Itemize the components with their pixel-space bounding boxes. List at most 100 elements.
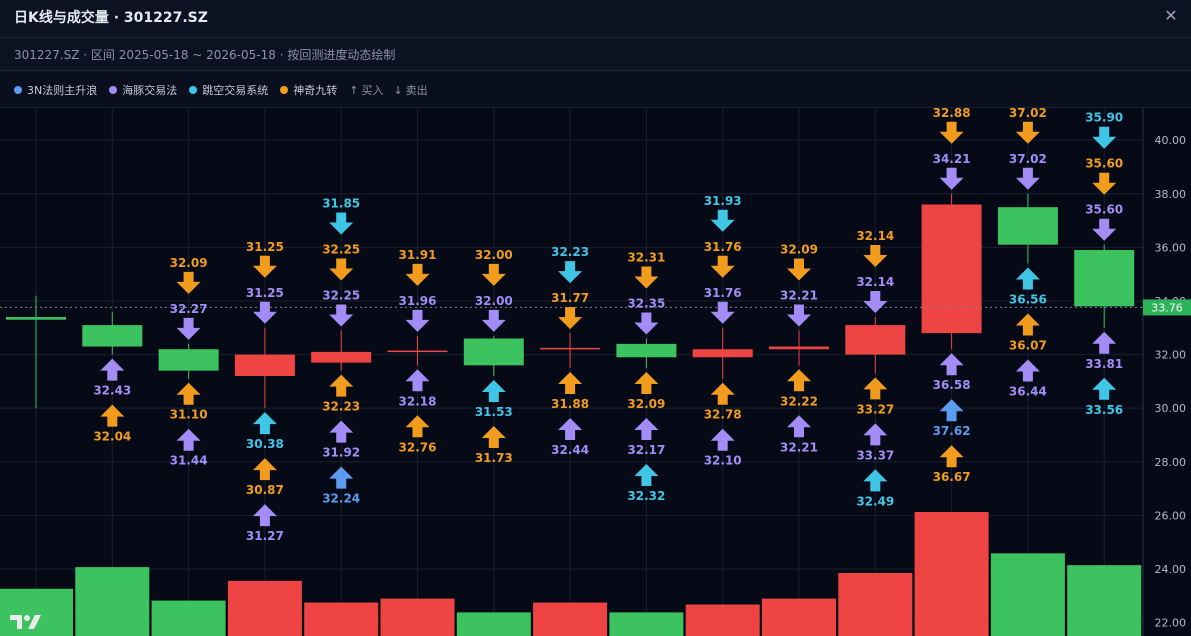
sell-signal-label: 32.14 bbox=[856, 229, 894, 243]
buy-signal-label: 37.62 bbox=[933, 424, 971, 438]
sell-signal-label: 37.02 bbox=[1009, 108, 1047, 120]
buy-signal-label: 31.88 bbox=[551, 397, 589, 411]
sell-arrow-icon bbox=[1092, 126, 1117, 149]
close-icon[interactable]: ✕ bbox=[1164, 6, 1178, 25]
buy-arrow-icon bbox=[405, 369, 430, 392]
sell-signal-label: 32.31 bbox=[627, 250, 665, 264]
candle-body bbox=[845, 325, 906, 355]
sell-signal-label: 32.25 bbox=[322, 288, 360, 302]
buy-signal-label: 32.23 bbox=[322, 400, 360, 414]
sell-signal-label: 31.85 bbox=[322, 196, 360, 210]
current-price-tag bbox=[1143, 299, 1191, 316]
buy-signal-label: 32.04 bbox=[93, 430, 131, 444]
legend-sell: ↓ 卖出 bbox=[393, 82, 427, 98]
buy-signal-label: 32.09 bbox=[627, 397, 665, 411]
buy-arrow-icon bbox=[787, 369, 811, 392]
sell-signal-label: 35.60 bbox=[1085, 157, 1123, 171]
candle-body bbox=[387, 350, 448, 353]
legend-item-gap[interactable]: 跳空交易系统 bbox=[189, 82, 268, 98]
volume-bar bbox=[0, 588, 73, 636]
volume-bar bbox=[75, 567, 150, 636]
volume-bar bbox=[533, 602, 608, 636]
candle-body bbox=[158, 349, 219, 371]
buy-arrow-icon bbox=[1092, 331, 1117, 354]
sell-arrow-icon bbox=[252, 255, 277, 278]
sell-signal-label: 32.00 bbox=[475, 294, 513, 308]
legend-item-3n[interactable]: 3N法则主升浪 bbox=[14, 82, 97, 98]
buy-arrow-icon bbox=[329, 466, 354, 489]
buy-signal-label: 33.37 bbox=[856, 448, 894, 462]
sell-signal-label: 31.76 bbox=[704, 286, 742, 300]
legend-dot-icon bbox=[280, 86, 289, 94]
buy-signal-label: 36.58 bbox=[933, 378, 971, 392]
y-tick-label: 30.00 bbox=[1155, 402, 1187, 415]
buy-arrow-icon bbox=[481, 426, 506, 449]
sell-arrow-icon bbox=[939, 121, 964, 144]
sell-arrow-icon bbox=[481, 263, 506, 286]
sell-signal-label: 32.25 bbox=[322, 242, 360, 256]
legend-item-dolphin[interactable]: 海豚交易法 bbox=[109, 82, 177, 98]
legend-label: 神奇九转 bbox=[293, 84, 338, 97]
buy-arrow-icon bbox=[863, 423, 888, 446]
buy-arrow-icon bbox=[939, 445, 964, 468]
kline-chart[interactable]: 22.0024.0026.0028.0030.0032.0034.0036.00… bbox=[0, 75, 1191, 636]
y-tick-label: 32.00 bbox=[1155, 349, 1187, 362]
sell-arrow-icon bbox=[1015, 167, 1040, 190]
sell-signal-label: 31.91 bbox=[399, 248, 437, 262]
candle-body bbox=[997, 207, 1058, 245]
volume-bar bbox=[838, 573, 913, 636]
legend-buy: ↑ 买入 bbox=[349, 82, 383, 98]
buy-signal-label: 33.56 bbox=[1085, 403, 1123, 417]
sell-arrow-icon bbox=[787, 304, 811, 327]
sell-signal-label: 35.90 bbox=[1085, 111, 1123, 125]
sell-signal-label: 32.00 bbox=[475, 248, 513, 262]
sell-arrow-icon bbox=[634, 312, 659, 335]
buy-arrow-icon bbox=[1015, 359, 1040, 382]
y-tick-label: 28.00 bbox=[1155, 456, 1187, 469]
buy-signal-label: 31.73 bbox=[475, 451, 513, 465]
legend-item-td9[interactable]: 神奇九转 bbox=[280, 82, 337, 98]
buy-arrow-icon bbox=[1015, 267, 1040, 290]
buy-signal-label: 32.18 bbox=[399, 394, 437, 408]
buy-arrow-icon bbox=[329, 420, 354, 443]
buy-signal-label: 32.10 bbox=[704, 454, 742, 468]
buy-signal-label: 32.21 bbox=[780, 440, 818, 454]
volume-bar bbox=[1067, 565, 1142, 636]
buy-arrow-icon bbox=[634, 417, 659, 440]
volume-bar bbox=[609, 612, 684, 636]
candle-body bbox=[692, 349, 753, 358]
kline-chart-svg[interactable]: 22.0024.0026.0028.0030.0032.0034.0036.00… bbox=[0, 75, 1191, 636]
sell-signal-label: 32.09 bbox=[780, 242, 818, 256]
sell-signal-label: 32.09 bbox=[170, 256, 208, 270]
window-titlebar: 日K线与成交量 · 301227.SZ ✕ bbox=[0, 0, 1191, 38]
buy-signal-label: 32.49 bbox=[856, 494, 894, 508]
buy-arrow-icon bbox=[100, 358, 125, 381]
sell-arrow-icon bbox=[939, 167, 964, 190]
buy-arrow-icon bbox=[634, 463, 659, 486]
legend-buy-label: 买入 bbox=[361, 84, 384, 97]
buy-signal-label: 31.10 bbox=[170, 408, 208, 422]
legend-dot-icon bbox=[189, 86, 198, 94]
buy-signal-label: 31.53 bbox=[475, 405, 513, 419]
sell-arrow-icon bbox=[329, 212, 354, 235]
y-tick-label: 38.00 bbox=[1155, 188, 1187, 201]
buy-arrow-icon bbox=[405, 415, 430, 438]
sell-signal-label: 31.93 bbox=[704, 194, 742, 208]
sell-signal-label: 31.25 bbox=[246, 240, 284, 254]
buy-arrow-icon bbox=[252, 412, 277, 435]
buy-signal-label: 36.67 bbox=[933, 470, 971, 484]
buy-arrow-icon bbox=[1092, 377, 1117, 400]
candle-body bbox=[6, 317, 66, 320]
sell-arrow-icon bbox=[863, 291, 888, 314]
candle-body bbox=[540, 347, 601, 350]
buy-signal-label: 32.78 bbox=[704, 408, 742, 422]
sell-signal-label: 32.23 bbox=[551, 245, 589, 259]
buy-arrow-icon bbox=[863, 469, 888, 492]
sell-arrow-icon bbox=[252, 301, 277, 324]
buy-signal-label: 31.27 bbox=[246, 529, 284, 543]
volume-bar bbox=[151, 600, 226, 636]
sell-arrow-icon bbox=[1015, 121, 1040, 144]
sell-signal-label: 35.60 bbox=[1085, 203, 1123, 217]
sell-signal-label: 32.21 bbox=[780, 288, 818, 302]
buy-arrow-icon bbox=[787, 415, 811, 438]
